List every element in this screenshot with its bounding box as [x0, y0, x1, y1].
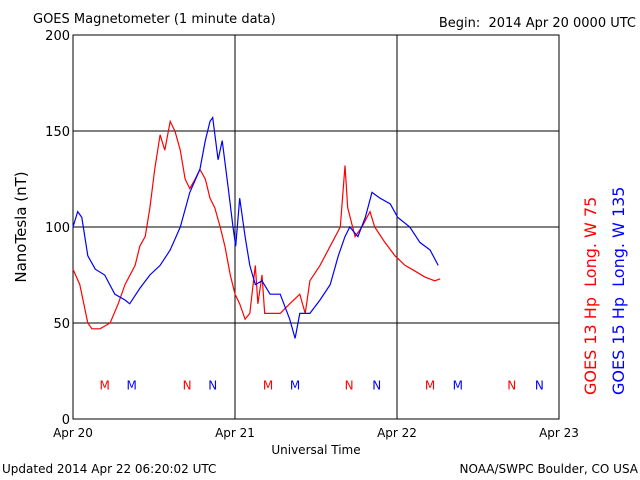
y-tick-label: 150 [45, 125, 70, 140]
annotation: N [345, 378, 354, 392]
x-axis-label: Universal Time [271, 443, 360, 457]
x-tick-label: Apr 20 [53, 426, 93, 440]
annotation: N [372, 378, 381, 392]
annotation: M [453, 378, 463, 392]
annotation: M [425, 378, 435, 392]
y-tick-label: 100 [45, 221, 70, 236]
annotation: M [290, 378, 300, 392]
legend-entry: GOES 13 Hp Long. W 75 [581, 197, 600, 395]
x-tick-label: Apr 21 [215, 426, 255, 440]
annotation: M [263, 378, 273, 392]
y-tick-label: 50 [53, 317, 70, 332]
data-line [72, 119, 441, 330]
footer-right: NOAA/SWPC Boulder, CO USA [460, 462, 639, 476]
legend-entry: GOES 15 Hp Long. W 135 [609, 187, 628, 395]
footer-left: Updated 2014 Apr 22 06:20:02 UTC [2, 462, 216, 476]
annotation: N [507, 378, 516, 392]
y-tick-label: 200 [45, 29, 70, 44]
data-line [72, 116, 439, 339]
chart-subtitle: Begin: 2014 Apr 20 0000 UTC [439, 16, 636, 31]
annotation: M [127, 378, 137, 392]
y-axis-label: NanoTesla (nT) [12, 171, 30, 282]
x-tick-label: Apr 22 [377, 426, 417, 440]
annotation: N [535, 378, 544, 392]
chart-title: GOES Magnetometer (1 minute data) [33, 12, 276, 27]
annotation: N [208, 378, 217, 392]
annotation: N [183, 378, 192, 392]
y-tick-label: 0 [62, 413, 70, 428]
x-tick-label: Apr 23 [539, 426, 579, 440]
annotation: M [100, 378, 110, 392]
